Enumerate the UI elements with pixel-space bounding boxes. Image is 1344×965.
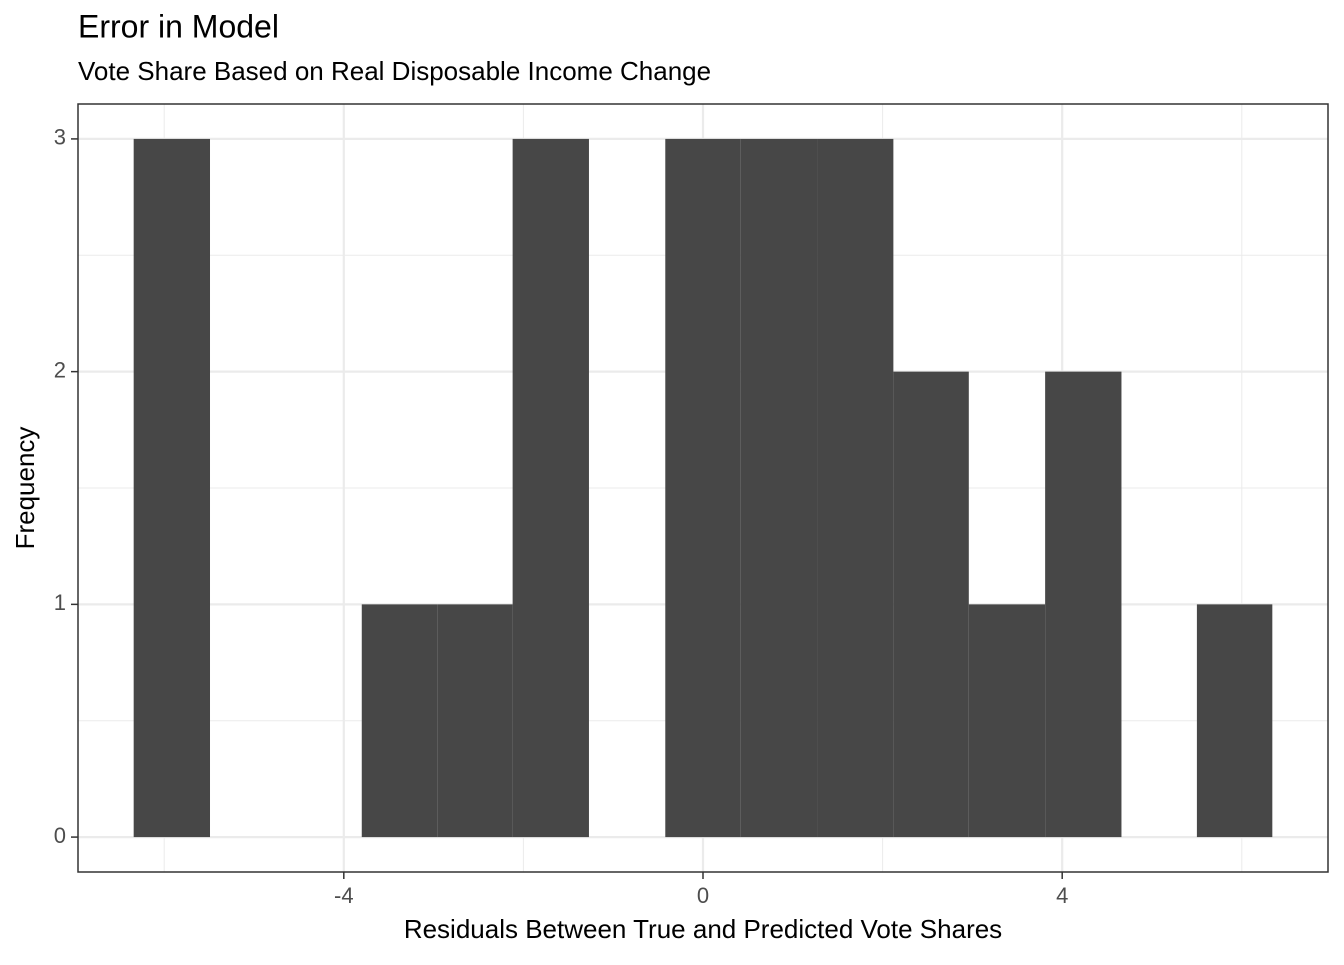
bar [1196,604,1273,838]
chart-subtitle: Vote Share Based on Real Disposable Inco… [78,56,711,86]
bar [361,604,438,838]
x-tick-label: -4 [334,883,354,908]
bars [133,138,1273,838]
bar [512,138,589,838]
y-tick-label: 1 [54,590,66,615]
y-axis-title: Frequency [10,427,40,550]
bar [665,138,741,838]
bar [817,138,894,838]
bar [968,604,1046,838]
axes: -4 0 4 0 1 2 3 [54,103,1329,908]
x-tick-label: 0 [697,883,709,908]
chart-title: Error in Model [78,8,279,44]
bar [133,138,211,838]
y-tick-label: 0 [54,823,66,848]
x-axis-title: Residuals Between True and Predicted Vot… [404,914,1002,944]
bar [1045,371,1122,838]
y-tick-label: 3 [54,125,66,150]
bar [437,604,513,838]
x-tick-label: 4 [1056,883,1068,908]
bar [740,138,818,838]
y-tick-label: 2 [54,357,66,382]
bar [893,371,969,838]
panel-border [77,103,1329,873]
